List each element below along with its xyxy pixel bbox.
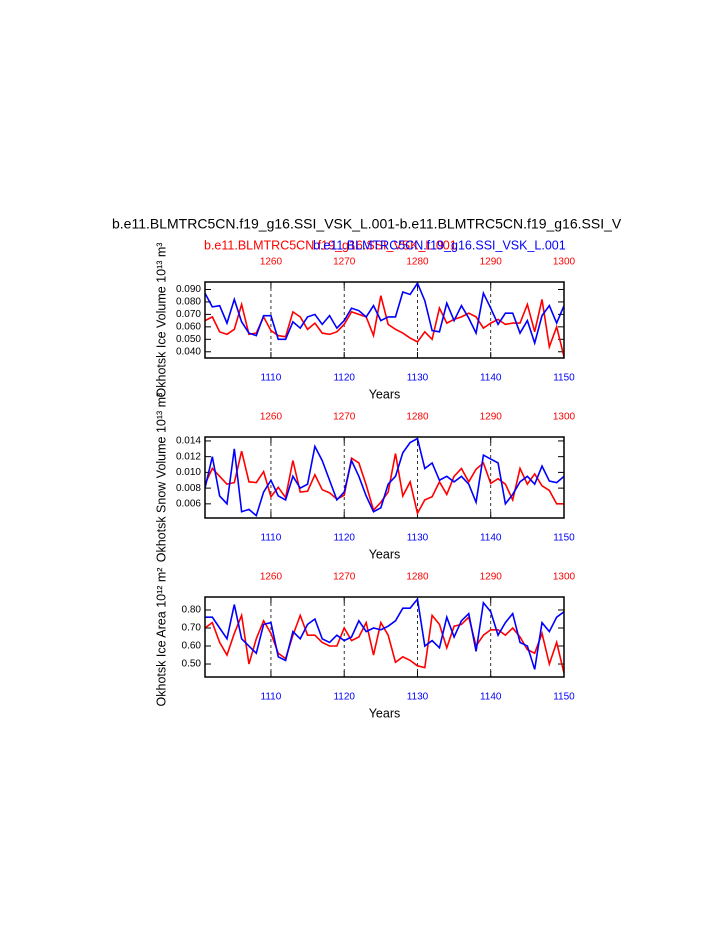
series-line <box>205 281 564 346</box>
y-axis-label: Okhotsk Ice Area 10¹² m² <box>154 568 168 707</box>
x2-tick-label: 1290 <box>480 412 503 423</box>
x-tick-label: 1150 <box>553 533 575 544</box>
x-tick-label: 1120 <box>333 533 355 544</box>
x-axis-label: Years <box>369 547 401 561</box>
x2-tick-label: 1280 <box>406 257 429 268</box>
x-tick-label: 1120 <box>333 692 355 703</box>
y-tick-label: 0.090 <box>176 284 201 295</box>
series-line <box>205 612 564 674</box>
legend-entry: b.e11.BLMTRC5CN.f19_g16.SSI_VSK_L.001 <box>313 238 566 252</box>
chart-title: b.e11.BLMTRC5CN.f19_g16.SSI_VSK_L.001-b.… <box>112 216 622 232</box>
legend-entry: b.e11.BLMTRC5CN.f19_g16.SSI_VSK_L.001 <box>204 238 457 252</box>
y-tick-label: 0.050 <box>176 334 201 345</box>
x-tick-label: 1140 <box>480 373 502 384</box>
x-tick-label: 1130 <box>407 533 429 544</box>
x-axis-label: Years <box>369 706 401 720</box>
x2-tick-label: 1260 <box>260 572 283 583</box>
x-tick-label: 1150 <box>553 692 575 703</box>
x2-tick-label: 1290 <box>480 572 503 583</box>
y-tick-label: 0.50 <box>182 659 202 670</box>
y-tick-label: 0.70 <box>182 623 202 634</box>
x2-tick-label: 1270 <box>333 412 356 423</box>
y-tick-label: 0.060 <box>176 321 201 332</box>
x2-tick-label: 1270 <box>333 257 356 268</box>
x-axis-label: Years <box>369 387 401 401</box>
series-line <box>205 295 564 357</box>
x-tick-label: 1110 <box>261 692 282 703</box>
y-tick-label: 0.040 <box>176 346 201 357</box>
x2-tick-label: 1260 <box>260 412 283 423</box>
series-line <box>205 437 564 518</box>
x-tick-label: 1130 <box>407 373 429 384</box>
y-tick-label: 0.80 <box>182 605 202 616</box>
y-tick-label: 0.006 <box>176 498 201 509</box>
plot-frame <box>204 436 565 519</box>
x2-tick-label: 1290 <box>480 257 503 268</box>
plot-frame <box>204 596 565 678</box>
y-tick-label: 0.008 <box>176 483 201 494</box>
x-tick-label: 1110 <box>261 533 282 544</box>
y-tick-label: 0.014 <box>176 436 201 447</box>
y-tick-label: 0.010 <box>176 467 201 478</box>
x2-tick-label: 1300 <box>553 257 576 268</box>
plot-frame <box>204 281 565 359</box>
series-line <box>205 597 564 670</box>
y-tick-label: 0.012 <box>176 451 201 462</box>
y-tick-label: 0.070 <box>176 309 201 320</box>
y-axis-label: Okhotsk Ice Volume 10¹³ m³ <box>154 243 168 398</box>
x-tick-label: 1140 <box>480 533 502 544</box>
x2-tick-label: 1300 <box>553 412 576 423</box>
y-tick-label: 0.60 <box>182 641 202 652</box>
x2-tick-label: 1270 <box>333 572 356 583</box>
x2-tick-label: 1260 <box>260 257 283 268</box>
x-tick-label: 1150 <box>553 373 575 384</box>
y-tick-label: 0.080 <box>176 297 201 308</box>
x-tick-label: 1120 <box>333 373 355 384</box>
x-tick-label: 1130 <box>407 692 429 703</box>
x2-tick-label: 1300 <box>553 572 576 583</box>
y-axis-label: Okhotsk Snow Volume 10¹³ m³ <box>154 393 168 563</box>
x2-tick-label: 1280 <box>406 572 429 583</box>
x2-tick-label: 1280 <box>406 412 429 423</box>
x-tick-label: 1140 <box>480 692 502 703</box>
x-tick-label: 1110 <box>261 373 282 384</box>
